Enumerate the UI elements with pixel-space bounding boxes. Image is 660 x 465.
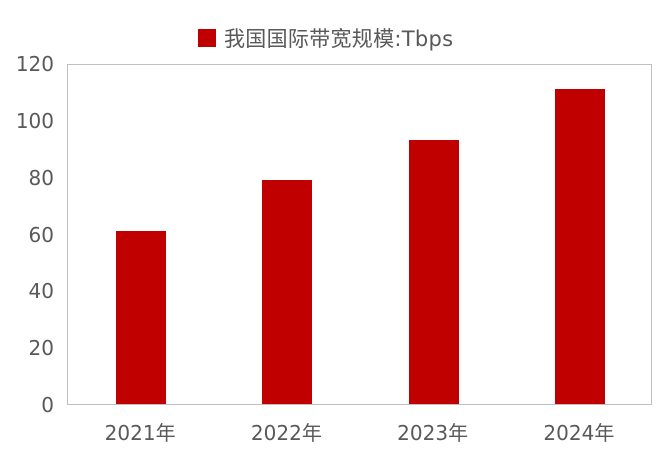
x-tick-label: 2024年 xyxy=(543,421,615,445)
legend-swatch xyxy=(198,29,216,47)
y-tick-label: 80 xyxy=(28,165,54,190)
plot-area xyxy=(67,64,652,405)
y-tick-label: 0 xyxy=(41,393,54,417)
y-tick-label: 120 xyxy=(15,52,54,76)
bar-2023年 xyxy=(408,139,459,404)
x-tick-label: 2021年 xyxy=(104,421,176,445)
y-tick-label: 60 xyxy=(28,222,54,247)
x-tick-label: 2023年 xyxy=(397,421,469,445)
x-tick-label: 2022年 xyxy=(250,421,322,445)
y-tick-label: 20 xyxy=(28,336,54,361)
legend-label: 我国国际带宽规模:Tbps xyxy=(224,27,454,51)
y-tick-label: 100 xyxy=(15,108,54,133)
bar-2021年 xyxy=(116,230,167,404)
bar-2024年 xyxy=(554,88,605,404)
legend: 我国国际带宽规模:Tbps xyxy=(198,24,453,52)
bar-2022年 xyxy=(262,179,313,404)
y-tick-label: 40 xyxy=(28,279,54,304)
